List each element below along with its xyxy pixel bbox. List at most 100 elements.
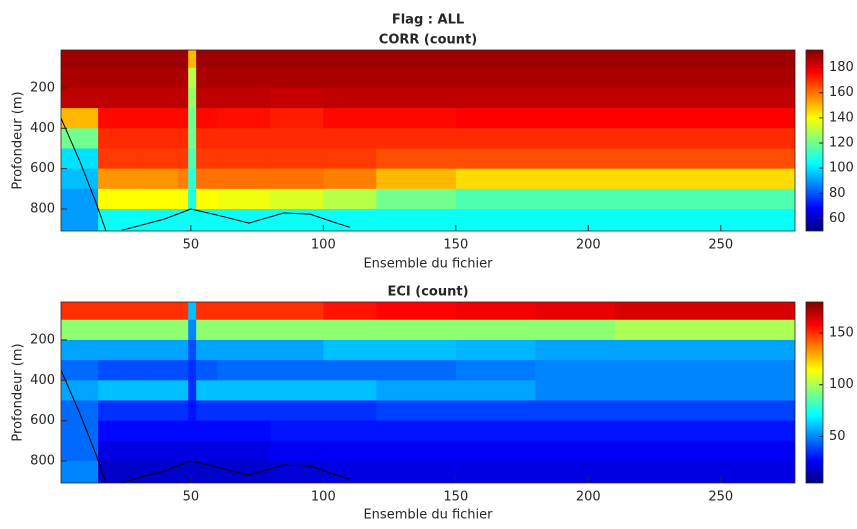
heat-cell <box>535 360 616 381</box>
heat-cell <box>196 168 218 190</box>
heat-cell <box>217 148 271 170</box>
heat-cell <box>376 339 457 361</box>
heat-cell <box>177 302 189 321</box>
heat-cell <box>61 128 99 149</box>
heat-cell <box>177 50 189 69</box>
axes-box <box>60 301 796 484</box>
heat-cell <box>614 400 695 422</box>
heat-cell <box>455 209 536 231</box>
heat-cell <box>137 209 179 231</box>
heat-cell <box>323 420 377 442</box>
plot-area <box>61 302 795 483</box>
heat-cell <box>614 50 695 69</box>
heat-cell <box>455 360 536 381</box>
heat-cell <box>694 188 795 210</box>
heat-cell <box>61 400 99 422</box>
heat-cell <box>323 360 377 381</box>
heat-cell <box>217 360 271 381</box>
heat-cell <box>61 188 99 210</box>
heat-cell <box>376 440 457 462</box>
heat-cell <box>270 319 324 341</box>
heat-cell <box>217 461 271 483</box>
heat-cell <box>694 440 795 462</box>
heat-cell <box>177 339 189 361</box>
heat-cell <box>61 148 99 170</box>
heat-cell <box>455 302 536 321</box>
heat-cell <box>217 319 271 341</box>
heat-cell <box>217 339 271 361</box>
heat-cell <box>455 87 536 109</box>
heat-cell <box>98 420 139 442</box>
heat-cell <box>177 420 189 442</box>
heat-cell <box>455 420 536 442</box>
heat-cell <box>196 87 218 109</box>
heat-cell <box>455 50 536 69</box>
heat-cell <box>188 339 197 361</box>
heat-cell <box>535 420 616 442</box>
heat-cell <box>270 108 324 129</box>
heat-cell <box>455 440 536 462</box>
heat-cell <box>188 67 197 89</box>
heat-cell <box>694 420 795 442</box>
heat-cell <box>177 380 189 401</box>
heat-cell <box>98 339 139 361</box>
heat-cell <box>177 440 189 462</box>
heat-cell <box>323 148 377 170</box>
heat-cell <box>455 461 536 483</box>
heat-cell <box>376 319 457 341</box>
heat-cell <box>98 50 139 69</box>
axes-title: ECI (count) <box>387 285 468 300</box>
heat-cell <box>535 440 616 462</box>
heat-cell <box>196 360 218 381</box>
x-tick-label: 150 <box>443 490 468 505</box>
heat-cell <box>217 380 271 401</box>
colorbar-tick-label: 80 <box>829 186 846 201</box>
y-tick-label: 400 <box>30 121 55 136</box>
heat-cell <box>694 168 795 190</box>
heat-cell <box>196 440 218 462</box>
y-tick-label: 200 <box>30 332 55 347</box>
heat-cell <box>614 168 695 190</box>
heat-cell <box>137 360 179 381</box>
heat-cell <box>177 108 189 129</box>
y-tick-label: 800 <box>30 202 55 217</box>
heat-cell <box>61 319 99 341</box>
heat-cell <box>217 420 271 442</box>
heat-cell <box>196 108 218 129</box>
heat-cell <box>535 302 616 321</box>
heat-cell <box>376 148 457 170</box>
heat-cell <box>614 67 695 89</box>
heat-cell <box>323 188 377 210</box>
heat-cell <box>61 302 99 321</box>
heat-cell <box>455 168 536 190</box>
heat-cell <box>196 302 218 321</box>
heat-cell <box>98 67 139 89</box>
heat-cell <box>61 380 99 401</box>
y-tick-label: 800 <box>30 454 55 469</box>
colorbar-tick-label: 150 <box>829 326 854 341</box>
x-tick-label: 100 <box>311 490 336 505</box>
heat-cell <box>137 50 179 69</box>
colorbar-tick-label: 50 <box>829 429 846 444</box>
heat-cell <box>188 87 197 109</box>
colorbar-tick-label: 160 <box>829 85 854 100</box>
heat-cell <box>196 420 218 442</box>
heat-cell <box>455 319 536 341</box>
x-axis-label: Ensemble du fichier <box>363 508 493 523</box>
track-line <box>61 370 350 483</box>
heat-cell <box>188 168 197 190</box>
heat-cell <box>196 209 218 231</box>
heat-cell <box>61 339 99 361</box>
heat-cell <box>98 360 139 381</box>
heat-cell <box>137 302 179 321</box>
heat-cell <box>535 67 616 89</box>
heat-cell <box>455 128 536 149</box>
track-line <box>61 118 350 231</box>
heat-cell <box>217 67 271 89</box>
heat-cell <box>270 168 324 190</box>
heat-cell <box>98 108 139 129</box>
x-tick-label: 250 <box>708 490 733 505</box>
heat-cell <box>376 87 457 109</box>
heat-cell <box>376 108 457 129</box>
heat-cell <box>217 108 271 129</box>
